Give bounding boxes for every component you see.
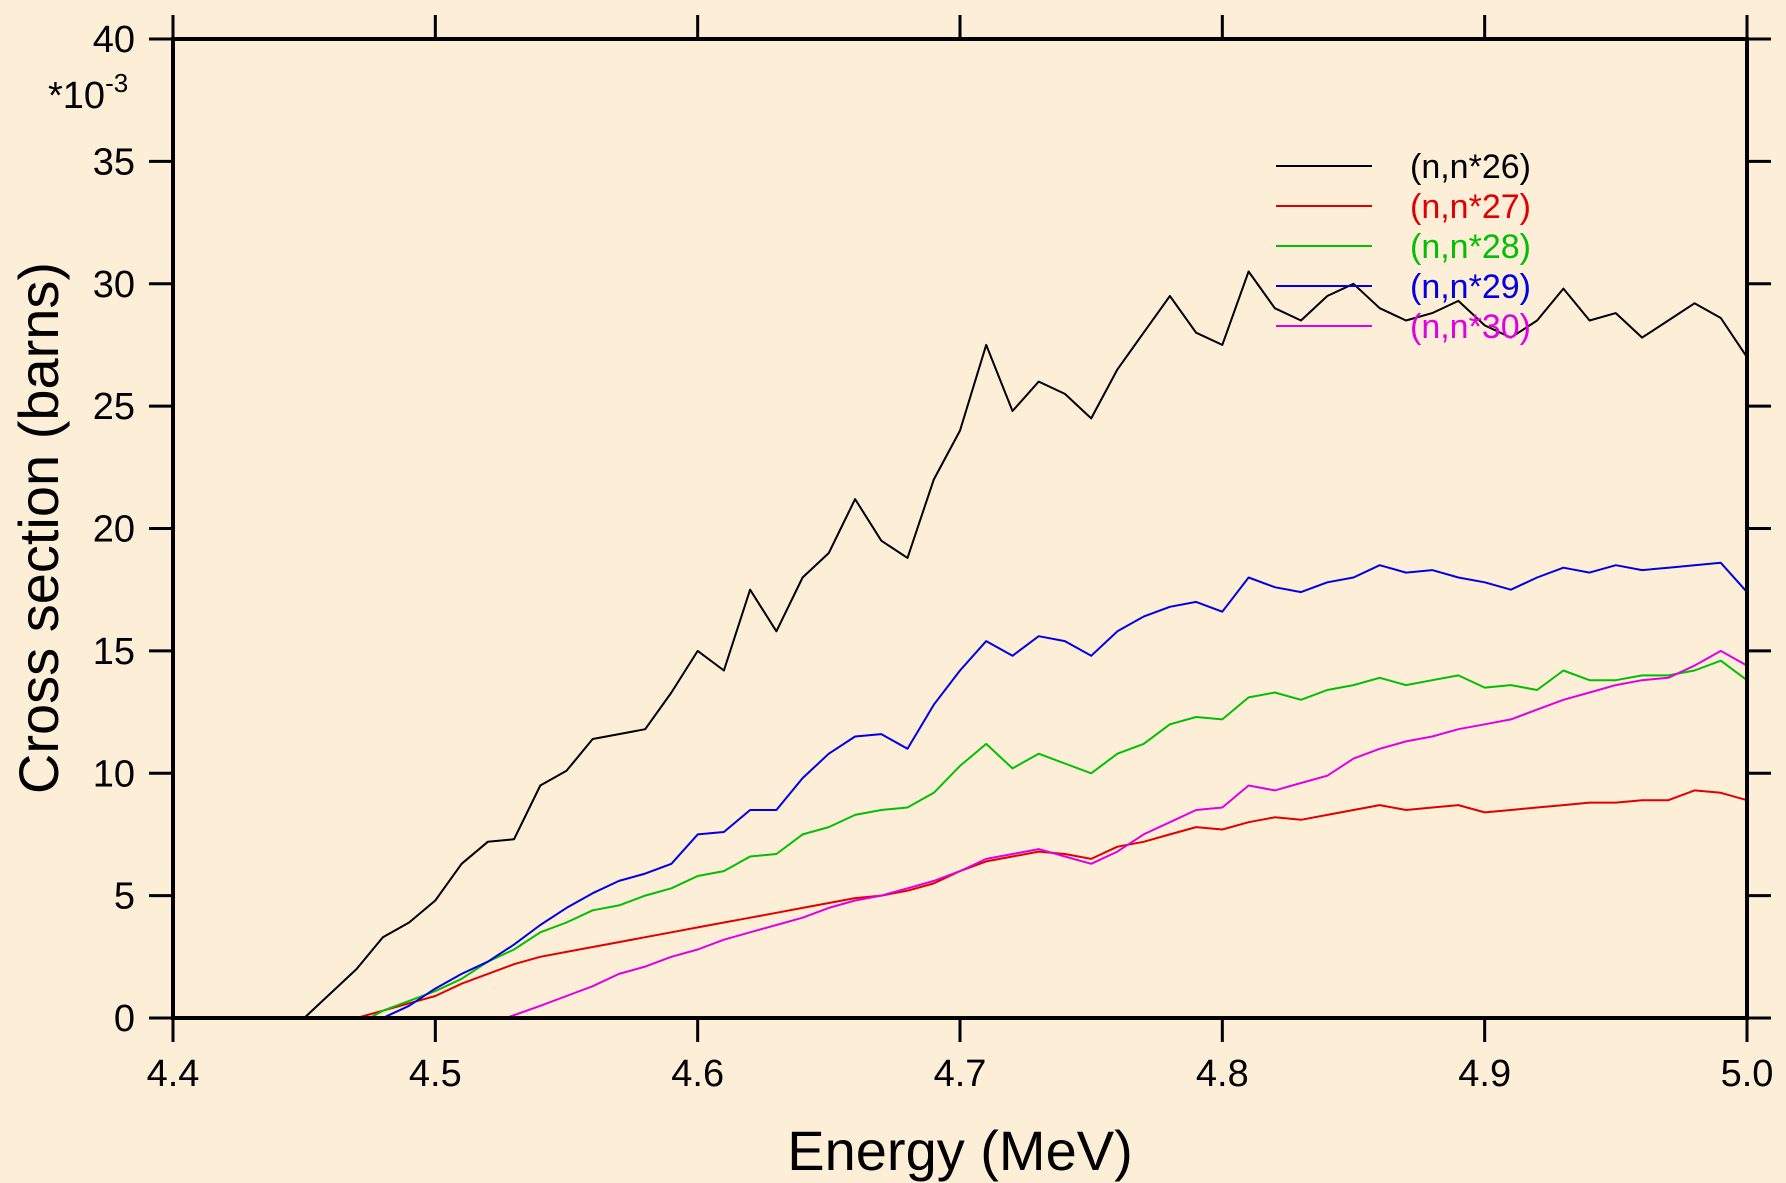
legend-label-1: (n,n*26) [1410, 148, 1531, 186]
y-tick-label: 15 [93, 631, 135, 673]
series-line-1 [303, 270, 1748, 1019]
y-tick-label: 35 [93, 141, 135, 183]
y-multiplier-base: *10 [48, 75, 105, 117]
legend-label-4: (n,n*29) [1410, 268, 1531, 306]
tick-labels: 4.4 4.5 4.6 4.7 4.8 4.9 5.0 0 5 10 15 20 25 30 35 40 [93, 19, 1774, 1095]
series-line-3 [369, 659, 1748, 1019]
y-tick-label: 0 [114, 998, 135, 1040]
y-tick-label: 40 [93, 19, 135, 61]
x-tick-label: 5.0 [1721, 1053, 1774, 1095]
axis-ticks [149, 15, 1771, 1042]
x-tick-label: 4.9 [1458, 1053, 1511, 1095]
y-axis-title: Cross section (barns) [7, 262, 70, 794]
x-tick-label: 4.6 [671, 1053, 724, 1095]
x-tick-label: 4.7 [934, 1053, 987, 1095]
legend: (n,n*26)(n,n*27)(n,n*28)(n,n*29)(n,n*30) [1276, 148, 1531, 346]
y-tick-label: 10 [93, 753, 135, 795]
legend-label-5: (n,n*30) [1410, 308, 1531, 346]
x-tick-label: 4.4 [147, 1053, 200, 1095]
y-tick-label: 30 [93, 264, 135, 306]
legend-label-2: (n,n*27) [1410, 188, 1531, 226]
plot-frame [171, 37, 1749, 1020]
series-lines [303, 270, 1748, 1019]
series-line-4 [382, 561, 1748, 1019]
y-tick-label: 5 [114, 876, 135, 918]
series-line-5 [505, 649, 1748, 1019]
legend-label-3: (n,n*28) [1410, 228, 1531, 266]
x-axis-title: Energy (MeV) [787, 1119, 1132, 1182]
y-multiplier-exponent: -3 [105, 68, 128, 98]
y-tick-label: 25 [93, 386, 135, 428]
y-multiplier-label: *10-3 [48, 68, 128, 117]
x-tick-label: 4.8 [1196, 1053, 1249, 1095]
x-tick-label: 4.5 [409, 1053, 462, 1095]
y-tick-label: 20 [93, 509, 135, 551]
